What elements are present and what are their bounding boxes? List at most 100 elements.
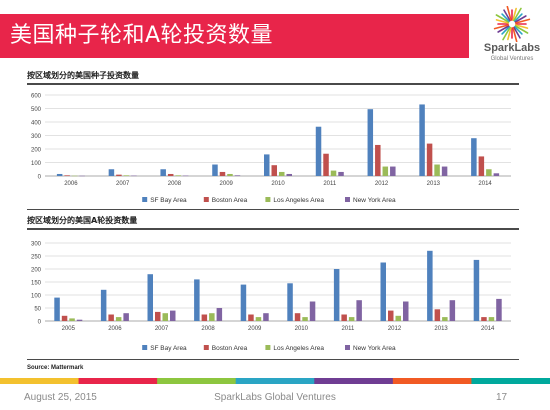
bar-sf-bay-area-2007 (108, 169, 115, 176)
bar-los-angeles-area-2006 (115, 317, 122, 321)
bar-los-angeles-area-2014 (488, 317, 495, 321)
logo-name: SparkLabs (483, 42, 541, 54)
bar-new-york-area-2009 (263, 313, 269, 321)
bar-los-angeles-area-2013 (442, 317, 448, 321)
y-tick-label: 200 (31, 268, 42, 274)
bar-new-york-area-2014 (493, 173, 500, 176)
bar-sf-bay-area-2008 (160, 169, 166, 176)
sparklabs-logo: SparkLabs Global Ventures (476, 5, 548, 68)
x-tick-label: 2012 (375, 181, 389, 187)
bar-sf-bay-area-2011 (315, 126, 322, 176)
series-a-chart-bottom-rule (27, 359, 519, 360)
x-tick-label: 2013 (434, 326, 448, 332)
slide-title: 美国种子轮和A轮投资数量 (10, 23, 274, 48)
x-tick-label: 2010 (295, 326, 309, 332)
legend-swatch (265, 197, 271, 202)
bar-sf-bay-area-2012 (380, 262, 386, 321)
logo-subtitle: Global Ventures (490, 56, 534, 62)
y-tick-label: 150 (31, 281, 42, 287)
title-bar: 美国种子轮和A轮投资数量 (0, 14, 469, 58)
logo-ray (514, 25, 529, 34)
x-tick-label: 2011 (323, 181, 337, 187)
bar-los-angeles-area-2007 (123, 175, 130, 176)
bar-boston-area-2013 (434, 309, 441, 321)
bar-sf-bay-area-2009 (212, 164, 218, 176)
series-a-chart-title: 按区域划分的美国A轮投资数量 (27, 216, 138, 225)
y-tick-label: 500 (31, 107, 42, 113)
bar-sf-bay-area-2013 (419, 104, 425, 176)
bar-boston-area-2011 (323, 153, 329, 176)
footer-segment (471, 378, 550, 384)
y-tick-label: 0 (38, 175, 42, 181)
legend-label: SF Bay Area (150, 345, 187, 352)
footer-segment (0, 378, 80, 384)
bar-los-angeles-area-2013 (434, 164, 440, 176)
logo-ray (501, 26, 510, 35)
bar-boston-area-2012 (375, 144, 381, 176)
logo-ray (506, 5, 512, 21)
footer-segment (235, 378, 315, 384)
logo-ray (513, 7, 522, 22)
seed-chart: 按区域划分的美国种子投资数量 0 100 200 300 400 500 600 2006 20… (27, 70, 519, 210)
y-tick-label: 400 (31, 121, 42, 127)
bar-new-york-area-2011 (338, 171, 344, 176)
bar-sf-bay-area-2006 (100, 289, 107, 321)
x-tick-label: 2010 (271, 181, 285, 187)
bar-new-york-area-2005 (76, 319, 83, 321)
bar-los-angeles-area-2012 (382, 166, 389, 176)
seed-chart-bottom-rule (27, 209, 519, 210)
bar-los-angeles-area-2007 (162, 313, 168, 321)
bar-boston-area-2010 (271, 165, 277, 176)
logo-ray (503, 9, 511, 22)
y-tick-label: 300 (31, 242, 42, 248)
legend-label: Los Angeles Area (273, 197, 324, 204)
logo-ray (512, 27, 518, 43)
legend-label: Los Angeles Area (273, 345, 324, 352)
logo-ray (497, 25, 510, 33)
legend-swatch (142, 197, 148, 202)
bar-new-york-area-2008 (216, 308, 223, 321)
legend-swatch (345, 197, 350, 202)
bar-los-angeles-area-2011 (348, 317, 355, 321)
bar-new-york-area-2010 (309, 301, 316, 321)
legend-swatch (142, 345, 148, 350)
bar-boston-area-2008 (167, 173, 174, 176)
bar-sf-bay-area-2010 (287, 283, 293, 321)
x-tick-label: 2012 (388, 326, 402, 332)
logo-ray (501, 13, 510, 22)
logo-ray (512, 7, 517, 21)
bar-los-angeles-area-2012 (395, 315, 401, 321)
bar-sf-bay-area-2007 (147, 274, 153, 321)
bar-los-angeles-area-2006 (71, 175, 78, 177)
bar-los-angeles-area-2009 (255, 317, 262, 321)
bar-boston-area-2014 (478, 156, 485, 176)
bar-sf-bay-area-2005 (54, 297, 60, 321)
bar-new-york-area-2006 (123, 313, 129, 321)
bar-sf-bay-area-2008 (194, 279, 200, 321)
footer-page-number: 17 (496, 392, 508, 403)
x-tick-label: 2007 (116, 181, 130, 187)
y-tick-label: 300 (31, 134, 42, 140)
logo-ray (514, 15, 527, 23)
y-tick-label: 600 (31, 94, 42, 100)
bar-los-angeles-area-2014 (486, 169, 492, 176)
footer-segment (392, 378, 472, 384)
bar-boston-area-2007 (155, 311, 161, 321)
logo-ray (493, 24, 509, 30)
bar-new-york-area-2013 (449, 300, 456, 321)
bar-boston-area-2006 (108, 314, 114, 321)
logo-ray (495, 14, 510, 23)
footer-color-bar (0, 378, 550, 384)
y-tick-label: 250 (31, 255, 42, 261)
bar-los-angeles-area-2010 (279, 171, 285, 176)
bar-boston-area-2009 (219, 171, 226, 176)
bar-sf-bay-area-2009 (240, 284, 247, 321)
bar-new-york-area-2007 (131, 175, 137, 177)
bar-boston-area-2013 (426, 143, 433, 176)
bar-sf-bay-area-2014 (473, 259, 480, 321)
seed-chart-title: 按区域划分的美国种子投资数量 (27, 71, 139, 80)
legend-swatch (203, 345, 209, 350)
source-note: Source: Mattermark (27, 365, 84, 371)
series-a-chart: 按区域划分的美国A轮投资数量 0 50 100 150 200 250 300 2005 200… (27, 215, 519, 360)
x-tick-label: 2014 (481, 326, 495, 332)
